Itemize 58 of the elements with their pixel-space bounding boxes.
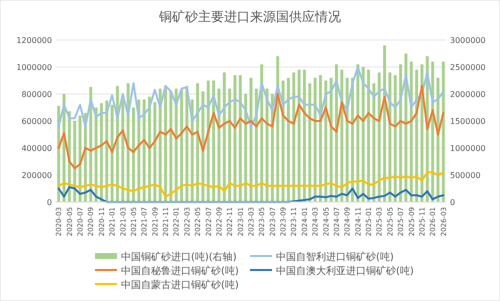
line-series: [58, 66, 444, 128]
bar: [442, 62, 445, 202]
bar: [148, 96, 151, 202]
bar: [73, 121, 76, 202]
bar: [174, 88, 178, 202]
bar: [185, 86, 188, 202]
y-tick-label: 1200000: [16, 36, 52, 45]
y2-tick-label: 500000: [450, 171, 481, 180]
legend-label: 中国自秘鲁进口铜矿砂(吨): [121, 265, 239, 277]
bar: [164, 86, 167, 202]
bar: [201, 91, 204, 202]
legend-label: 中国自蒙古进口铜矿砂(吨): [121, 279, 239, 291]
bar: [372, 83, 376, 202]
bar: [142, 99, 146, 202]
y2-tick-label: 1000000: [450, 144, 486, 153]
line-series: [58, 84, 444, 170]
legend-label: 中国自智利进口铜矿砂(吨): [276, 251, 394, 263]
y2-tick-label: 3000000: [450, 36, 486, 45]
line-series: [58, 186, 444, 203]
bar: [212, 80, 216, 202]
bar: [238, 75, 242, 202]
bar: [302, 70, 306, 202]
bar: [244, 94, 248, 202]
y2-tick-label: 1500000: [450, 117, 486, 126]
y2-tick-label: 2500000: [450, 63, 486, 72]
bar: [121, 99, 124, 202]
bar: [110, 104, 114, 202]
bar: [314, 78, 317, 202]
y-tick-label: 800000: [21, 90, 52, 99]
bar: [132, 108, 135, 202]
y2-tick-label: 0: [450, 198, 456, 207]
bar: [330, 78, 333, 202]
y-tick-label: 0: [46, 198, 52, 207]
bar: [286, 78, 290, 202]
legend-label: 中国自澳大利亚进口铜矿砂(吨): [276, 265, 414, 277]
line-series: [58, 171, 444, 198]
y-tick-label: 200000: [21, 171, 52, 180]
bar: [298, 70, 301, 202]
bar: [100, 103, 103, 202]
y-tick-label: 600000: [21, 117, 52, 126]
bar: [196, 83, 200, 202]
bar: [415, 70, 418, 202]
bar: [250, 78, 252, 202]
bar: [153, 102, 156, 202]
bar: [180, 90, 184, 202]
bar: [399, 64, 402, 202]
bar: [234, 75, 236, 202]
chart-title: 铜矿砂主要进口来源国供应情况: [158, 9, 341, 25]
y-tick-label: 400000: [21, 144, 52, 153]
y-tick-label: 1000000: [16, 63, 52, 72]
bar: [266, 88, 268, 202]
bar: [222, 72, 226, 202]
bar: [356, 64, 360, 202]
bar: [228, 88, 232, 202]
bar: [169, 91, 172, 202]
legend-label: 中国铜矿砂进口(吨)(右轴): [121, 251, 237, 263]
y2-tick-label: 2000000: [450, 90, 486, 99]
bar: [367, 70, 370, 202]
